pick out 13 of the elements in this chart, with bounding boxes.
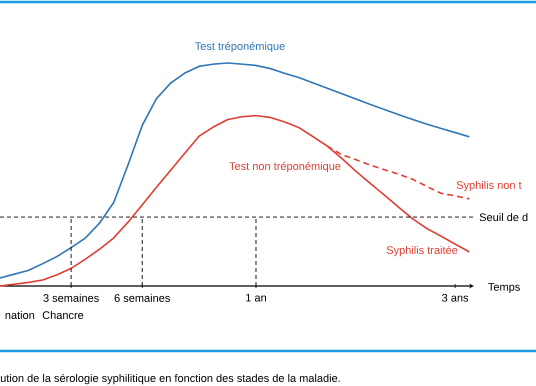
series-label: Syphilis non t bbox=[456, 180, 522, 192]
ref-line-label: Seuil de d bbox=[480, 213, 528, 222]
x-tick-label: 1 an bbox=[246, 294, 266, 302]
x-tick-label: 6 semaines bbox=[114, 294, 170, 302]
series-label: Test non tréponémique bbox=[229, 162, 340, 172]
series-label: Test tréponémique bbox=[195, 42, 285, 52]
x-tick-label: 3 ans bbox=[442, 294, 468, 302]
x-tick-label: 3 semaines bbox=[43, 294, 99, 302]
text: Chancre bbox=[42, 310, 84, 320]
text: ution de la sérologie syphilitique en fonction des stades de la maladie. bbox=[0, 374, 340, 384]
x-axis-title: Temps bbox=[488, 283, 520, 293]
text: nation bbox=[6, 310, 34, 320]
annotation: Syphilis traitée bbox=[386, 246, 458, 256]
